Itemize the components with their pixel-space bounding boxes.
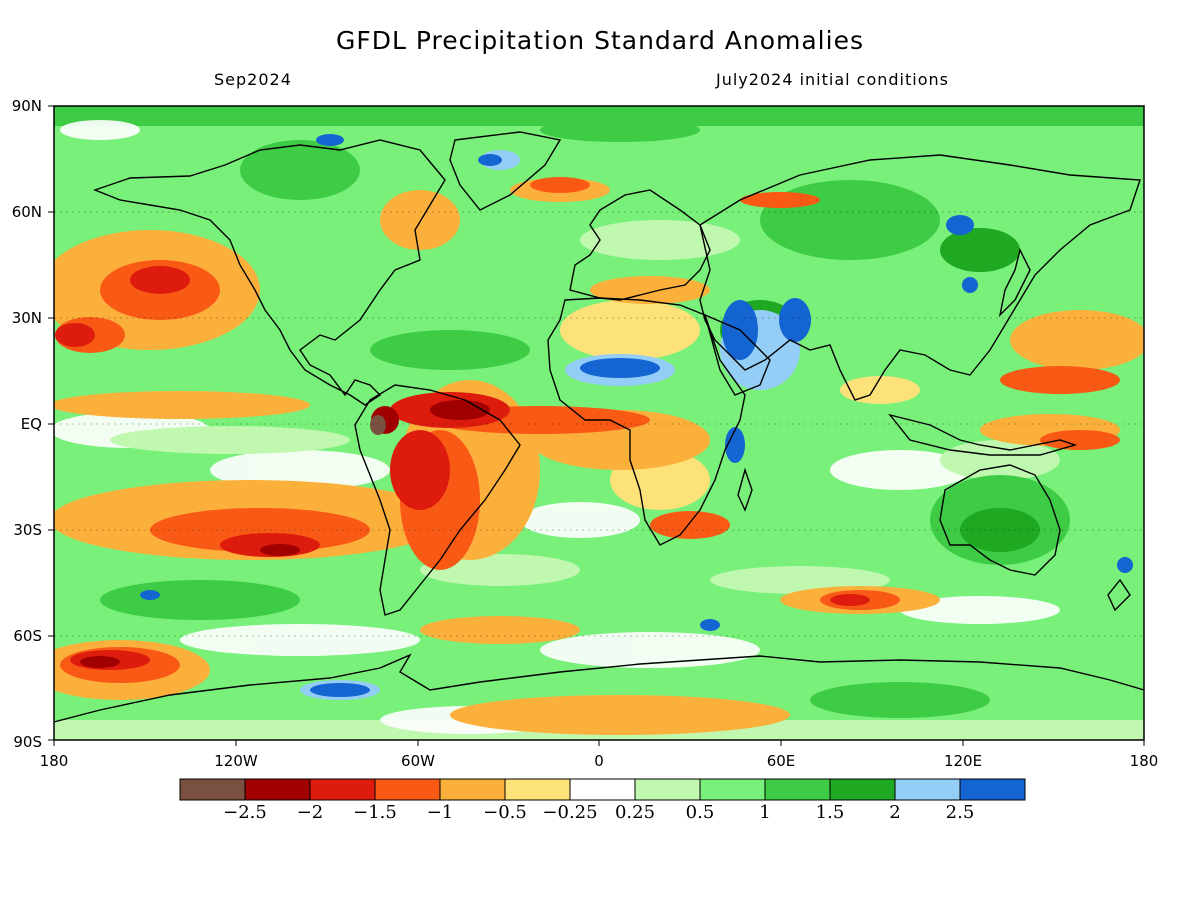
lon-label-180w: 180 bbox=[40, 752, 69, 770]
lat-label-eq: EQ bbox=[21, 415, 42, 433]
map-title: GFDL Precipitation Standard Anomalies bbox=[336, 26, 864, 55]
colorbar-swatch bbox=[439, 778, 506, 801]
subtitle-initial-conditions: July2024 initial conditions bbox=[716, 70, 949, 89]
colorbar-swatch bbox=[764, 778, 831, 801]
colorbar-swatch bbox=[374, 778, 441, 801]
lon-label-180e: 180 bbox=[1130, 752, 1159, 770]
lat-label-60s: 60S bbox=[13, 627, 42, 645]
lon-label-60e: 60E bbox=[767, 752, 796, 770]
colorbar-label: −2 bbox=[297, 802, 324, 823]
colorbar-label: −0.25 bbox=[542, 802, 597, 823]
subtitle-month: Sep2024 bbox=[214, 70, 292, 89]
axis-ticks bbox=[48, 105, 1145, 746]
colorbar-swatch bbox=[829, 778, 896, 801]
colorbar-label: 2.5 bbox=[946, 802, 975, 823]
colorbar-swatch bbox=[309, 778, 376, 801]
lon-label-60w: 60W bbox=[401, 752, 435, 770]
colorbar-labels: −2.5 −2 −1.5 −1 −0.5 −0.25 0.25 0.5 1 1.5 2 2.5 bbox=[223, 802, 974, 823]
colorbar-label: 0.5 bbox=[686, 802, 715, 823]
colorbar-label: −1.5 bbox=[353, 802, 397, 823]
lon-label-120w: 120W bbox=[214, 752, 258, 770]
colorbar-swatch bbox=[959, 778, 1026, 801]
lat-label-30s: 30S bbox=[13, 521, 42, 539]
colorbar-label: −2.5 bbox=[223, 802, 267, 823]
colorbar-swatch bbox=[244, 778, 311, 801]
colorbar-label: 1.5 bbox=[816, 802, 845, 823]
colorbar-swatch bbox=[569, 778, 636, 801]
lon-axis-labels: 180 120W 60W 0 60E 120E 180 bbox=[40, 752, 1159, 770]
anomaly-field bbox=[54, 106, 1144, 740]
coastlines bbox=[54, 131, 1144, 723]
colorbar-swatch bbox=[634, 778, 701, 801]
lat-label-30n: 30N bbox=[12, 309, 42, 327]
lon-label-0: 0 bbox=[594, 752, 604, 770]
lat-gridlines bbox=[54, 211, 1144, 637]
lon-label-120e: 120E bbox=[944, 752, 982, 770]
lat-label-90s: 90S bbox=[13, 733, 42, 751]
lat-label-90n: 90N bbox=[12, 97, 42, 115]
colorbar-swatch bbox=[179, 778, 246, 801]
colorbar-label: 0.25 bbox=[615, 802, 655, 823]
colorbar-label: −1 bbox=[427, 802, 454, 823]
colorbar bbox=[179, 778, 1026, 801]
colorbar-label: 2 bbox=[889, 802, 900, 823]
lat-label-60n: 60N bbox=[12, 203, 42, 221]
colorbar-label: −0.5 bbox=[483, 802, 527, 823]
colorbar-label: 1 bbox=[759, 802, 770, 823]
colorbar-swatch bbox=[699, 778, 766, 801]
lat-axis-labels: 90N 60N 30N EQ 30S 60S 90S bbox=[12, 97, 42, 751]
colorbar-swatch bbox=[504, 778, 571, 801]
colorbar-swatch bbox=[894, 778, 961, 801]
